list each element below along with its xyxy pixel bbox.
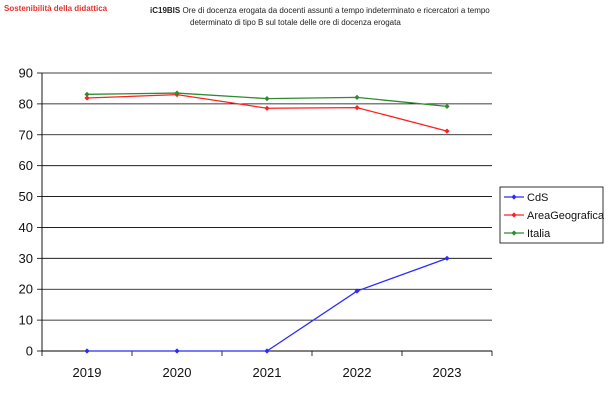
data-point-AreaGeografica-2019 xyxy=(84,95,90,101)
x-tick-label-2022: 2022 xyxy=(343,365,372,380)
series-line-CdS xyxy=(87,257,448,352)
data-point-Italia-2022 xyxy=(354,94,360,101)
legend-label: Italia xyxy=(527,228,551,240)
y-tick-label: 60 xyxy=(19,158,33,173)
legend-swatch-marker xyxy=(511,230,517,236)
series-layer xyxy=(84,90,450,354)
data-point-Italia-2019 xyxy=(84,91,90,97)
legend-item-AreaGeografica: AreaGeografica xyxy=(504,210,605,222)
x-tick-label-2019: 2019 xyxy=(73,365,102,380)
legend-label: CdS xyxy=(527,192,548,204)
data-point-Italia-2023 xyxy=(444,103,450,109)
y-tick-label: 40 xyxy=(19,220,33,235)
data-point-AreaGeografica-2022 xyxy=(354,104,360,111)
legend: CdS AreaGeografica Italia xyxy=(499,186,605,244)
data-point-Italia-2021 xyxy=(264,96,270,102)
data-point-CdS-2019 xyxy=(84,348,90,354)
grid-lines xyxy=(42,72,492,321)
y-tick-label: 90 xyxy=(19,66,33,81)
legend-swatch-marker xyxy=(511,194,517,200)
y-tick-label: 70 xyxy=(19,127,33,142)
data-point-AreaGeografica-2021 xyxy=(264,105,270,111)
data-point-Italia-2020 xyxy=(174,90,180,96)
chart-header: iC19BIS Ore di docenza erogata da docent… xyxy=(150,5,570,29)
data-point-AreaGeografica-2023 xyxy=(444,128,450,134)
title-line-2: determinato di tipo B sul totale delle o… xyxy=(190,18,401,27)
x-tick-label-2023: 2023 xyxy=(433,365,462,380)
y-tick-label: 0 xyxy=(26,344,33,359)
y-tick-label: 50 xyxy=(19,189,33,204)
series-CdS xyxy=(84,255,450,354)
y-tick-label: 80 xyxy=(19,96,33,111)
title-line-1: Ore di docenza erogata da docenti assunt… xyxy=(182,6,490,15)
x-axis: 2019 2020 2021 2022 2023 xyxy=(41,350,493,380)
y-tick-label: 30 xyxy=(19,251,33,266)
legend-item-Italia: Italia xyxy=(504,228,551,240)
series-AreaGeografica xyxy=(84,92,450,134)
data-point-CdS-2022 xyxy=(354,288,360,294)
y-axis: 0 10 20 30 40 50 60 70 80 90 xyxy=(19,66,43,359)
section-label: Sostenibilità della didattica xyxy=(4,4,108,13)
data-point-CdS-2021 xyxy=(264,348,270,354)
indicator-code: iC19BIS xyxy=(150,6,181,15)
legend-item-CdS: CdS xyxy=(504,192,548,204)
x-tick-label-2021: 2021 xyxy=(253,365,282,380)
legend-label: AreaGeografica xyxy=(527,210,605,222)
series-Italia xyxy=(84,90,450,109)
data-point-CdS-2020 xyxy=(174,348,180,354)
x-tick-label-2020: 2020 xyxy=(163,365,192,380)
y-tick-label: 20 xyxy=(19,282,33,297)
legend-swatch-marker xyxy=(511,212,517,218)
data-point-CdS-2023 xyxy=(444,255,450,261)
y-tick-label: 10 xyxy=(19,313,33,328)
